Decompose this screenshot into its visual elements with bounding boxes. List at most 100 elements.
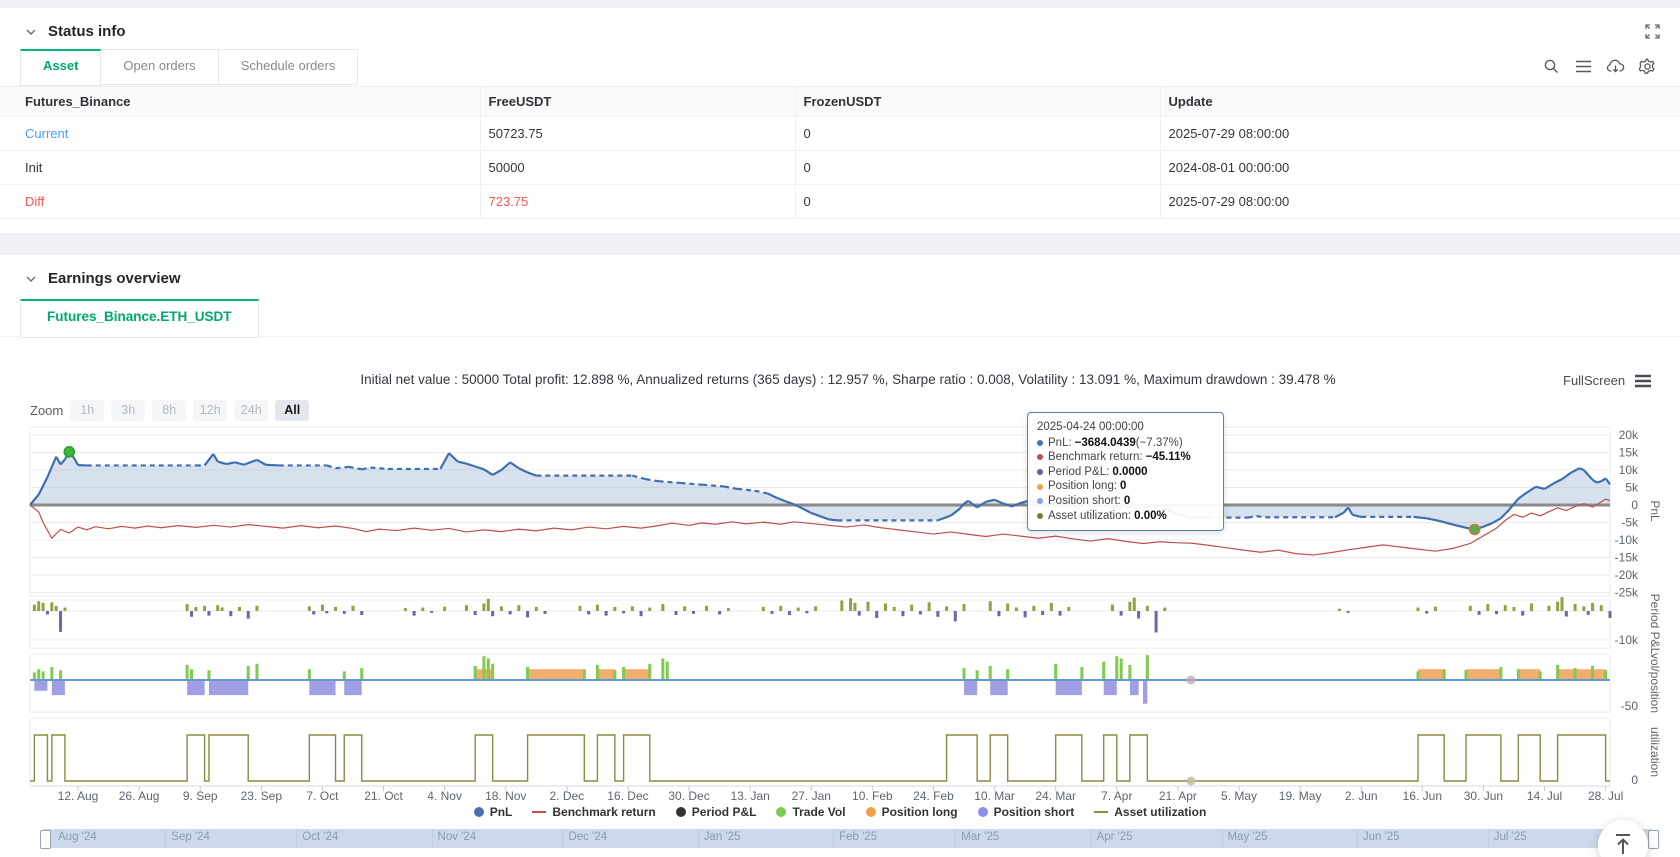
legend-line-marker bbox=[1094, 811, 1108, 814]
status-info-panel: Status info AssetOpen ordersSchedule ord… bbox=[0, 8, 1680, 233]
table-row: Init5000002024-08-01 00:00:00 bbox=[0, 151, 1680, 185]
tooltip-row: PnL:−3684.0439 (−7.37%) bbox=[1037, 436, 1213, 451]
legend-item-asset-utilization[interactable]: Asset utilization bbox=[1094, 805, 1206, 819]
table-cell: Diff bbox=[0, 185, 480, 219]
datazoom-slider[interactable]: Aug '24Sep '24Oct '24Nov '24Dec '24Jan '… bbox=[0, 829, 1680, 849]
tooltip-row: Benchmark return:−45.11% bbox=[1037, 450, 1213, 465]
table-cell: Init bbox=[0, 151, 480, 185]
datazoom-month-separator bbox=[1357, 829, 1358, 848]
table-cell: 2025-07-29 08:00:00 bbox=[1160, 117, 1680, 151]
chart-menu-icon[interactable] bbox=[1634, 374, 1652, 388]
datazoom-month-separator bbox=[165, 829, 166, 848]
chart-legend: PnL Benchmark return Period P&L Trade Vol Po… bbox=[0, 805, 1680, 819]
zoom-option-1h[interactable]: 1h bbox=[70, 400, 104, 421]
datazoom-left-handle[interactable] bbox=[40, 830, 51, 849]
tooltip-date: 2025-04-24 00:00:00 bbox=[1037, 420, 1213, 435]
zoom-option-all[interactable]: All bbox=[275, 400, 309, 421]
settings-gear-icon[interactable] bbox=[1636, 55, 1658, 77]
chart-tooltip: 2025-04-24 00:00:00 PnL:−3684.0439 (−7.3… bbox=[1027, 412, 1224, 531]
earnings-summary-stats: Initial net value : 50000 Total profit: … bbox=[360, 372, 1335, 387]
earnings-panel-header: Earnings overview bbox=[0, 255, 1680, 296]
legend-circle-marker bbox=[978, 807, 988, 817]
datazoom-month-label: Jan '25 bbox=[704, 831, 741, 843]
datazoom-month-label: Aug '24 bbox=[58, 831, 97, 843]
fullscreen-label: FullScreen bbox=[1563, 373, 1625, 388]
table-cell: 2025-07-29 08:00:00 bbox=[1160, 185, 1680, 219]
zoom-option-24h[interactable]: 24h bbox=[234, 400, 268, 421]
earnings-panel-title: Earnings overview bbox=[48, 270, 181, 287]
cloud-download-icon[interactable] bbox=[1604, 55, 1626, 77]
status-tab-open-orders[interactable]: Open orders bbox=[101, 49, 218, 85]
datazoom-month-label: Jul '25 bbox=[1494, 831, 1527, 843]
table-toolbar bbox=[1540, 55, 1658, 77]
datazoom-month-label: Feb '25 bbox=[839, 831, 877, 843]
datazoom-month-label: Apr '25 bbox=[1097, 831, 1133, 843]
datazoom-month-separator bbox=[833, 829, 834, 848]
status-tab-asset[interactable]: Asset bbox=[20, 49, 101, 86]
table-cell: 0 bbox=[795, 151, 1160, 185]
table-row: Diff723.7502025-07-29 08:00:00 bbox=[0, 185, 1680, 219]
table-cell: 2024-08-01 00:00:00 bbox=[1160, 151, 1680, 185]
tooltip-row: Period P&L:0.0000 bbox=[1037, 465, 1213, 480]
menu-icon[interactable] bbox=[1572, 55, 1594, 77]
legend-circle-marker bbox=[776, 807, 786, 817]
zoom-toolbar: Zoom 1h3h8h12h24hAll bbox=[30, 400, 309, 421]
tooltip-row: Position long:0 bbox=[1037, 479, 1213, 494]
arrow-up-to-bar-icon bbox=[1611, 832, 1635, 857]
column-header: Update bbox=[1160, 87, 1680, 117]
legend-line-marker bbox=[532, 811, 546, 814]
legend-label: PnL bbox=[490, 805, 513, 819]
asset-table-header-row: Futures_BinanceFreeUSDTFrozenUSDTUpdate bbox=[0, 87, 1680, 117]
zoom-buttons: 1h 3h 8h 12h 24h All bbox=[70, 400, 309, 421]
zoom-option-3h[interactable]: 3h bbox=[111, 400, 145, 421]
status-tab-schedule-orders[interactable]: Schedule orders bbox=[219, 49, 359, 85]
fullscreen-button[interactable]: FullScreen bbox=[1563, 373, 1652, 388]
legend-label: Period P&L bbox=[692, 805, 757, 819]
status-panel-title: Status info bbox=[48, 23, 126, 40]
legend-item-trade-vol[interactable]: Trade Vol bbox=[776, 805, 845, 819]
legend-label: Position long bbox=[882, 805, 958, 819]
earnings-overview-panel: Earnings overview Futures_Binance.ETH_US… bbox=[0, 255, 1680, 857]
datazoom-month-label: Jun '25 bbox=[1363, 831, 1400, 843]
datazoom-month-separator bbox=[698, 829, 699, 848]
datazoom-month-label: Nov '24 bbox=[438, 831, 477, 843]
datazoom-right-handle[interactable] bbox=[1648, 830, 1659, 849]
legend-circle-marker bbox=[676, 807, 686, 817]
datazoom-month-label: Mar '25 bbox=[961, 831, 999, 843]
trading-dashboard: Status info AssetOpen ordersSchedule ord… bbox=[0, 0, 1680, 857]
legend-item-period-p&l[interactable]: Period P&L bbox=[676, 805, 757, 819]
datazoom-month-label: Sep '24 bbox=[171, 831, 210, 843]
tab-futures-binance-eth-usdt[interactable]: Futures_Binance.ETH_USDT bbox=[20, 299, 259, 338]
table-cell: 723.75 bbox=[480, 185, 795, 219]
zoom-option-12h[interactable]: 12h bbox=[193, 400, 227, 421]
expand-icon[interactable] bbox=[1645, 24, 1660, 44]
table-cell[interactable]: Current bbox=[0, 117, 480, 151]
datazoom-month-separator bbox=[1091, 829, 1092, 848]
collapse-chevron-icon[interactable] bbox=[24, 272, 38, 286]
zoom-option-8h[interactable]: 8h bbox=[152, 400, 186, 421]
datazoom-month-separator bbox=[955, 829, 956, 848]
datazoom-month-label: Oct '24 bbox=[302, 831, 338, 843]
table-cell: 50000 bbox=[480, 151, 795, 185]
tooltip-row: Asset utilization:0.00% bbox=[1037, 509, 1213, 524]
datazoom-month-separator bbox=[296, 829, 297, 848]
legend-label: Trade Vol bbox=[792, 805, 845, 819]
datazoom-selected-range[interactable]: Aug '24Sep '24Oct '24Nov '24Dec '24Jan '… bbox=[44, 829, 1652, 848]
table-row: Current50723.7502025-07-29 08:00:00 bbox=[0, 117, 1680, 151]
collapse-chevron-icon[interactable] bbox=[24, 25, 38, 39]
search-icon[interactable] bbox=[1540, 55, 1562, 77]
table-cell: 0 bbox=[795, 185, 1160, 219]
legend-label: Position short bbox=[994, 805, 1075, 819]
datazoom-month-separator bbox=[562, 829, 563, 848]
legend-item-position-long[interactable]: Position long bbox=[866, 805, 958, 819]
legend-item-position-short[interactable]: Position short bbox=[978, 805, 1075, 819]
legend-item-benchmark-return[interactable]: Benchmark return bbox=[532, 805, 655, 819]
column-header: Futures_Binance bbox=[0, 87, 480, 117]
asset-table: Futures_BinanceFreeUSDTFrozenUSDTUpdate … bbox=[0, 86, 1680, 219]
legend-item-pnl[interactable]: PnL bbox=[474, 805, 513, 819]
status-panel-header: Status info bbox=[0, 8, 1680, 49]
column-header: FreeUSDT bbox=[480, 87, 795, 117]
datazoom-month-label: May '25 bbox=[1228, 831, 1268, 843]
legend-label: Benchmark return bbox=[552, 805, 655, 819]
tooltip-row: Position short:0 bbox=[1037, 494, 1213, 509]
